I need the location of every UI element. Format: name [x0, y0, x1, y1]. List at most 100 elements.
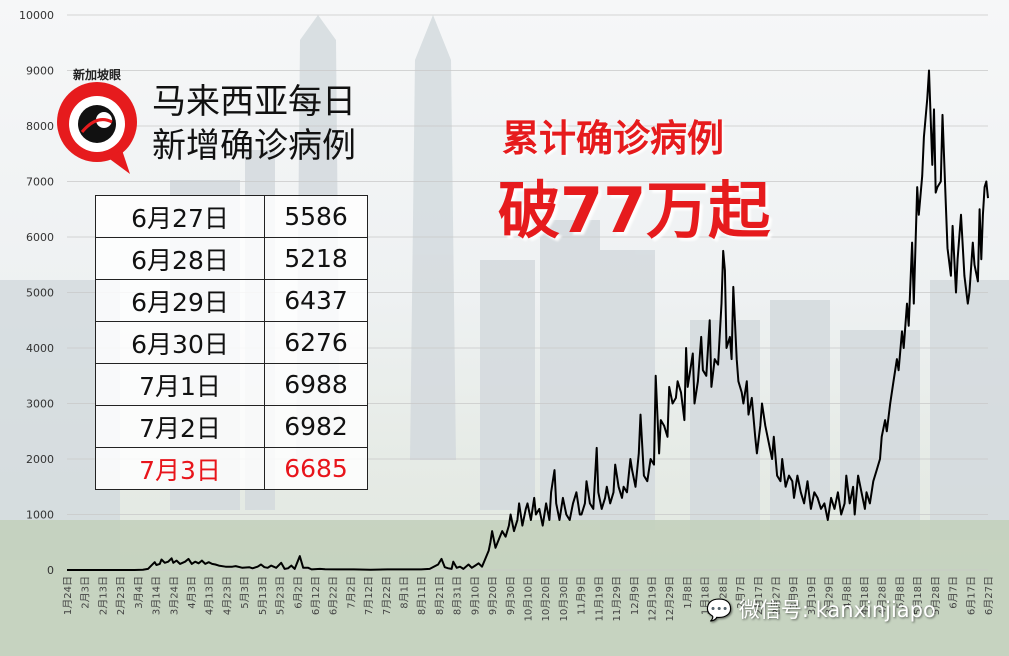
cases-cell: 6276	[264, 321, 368, 364]
x-tick-label: 4月8日	[841, 576, 853, 609]
table-row: 6月28日 5218	[95, 237, 368, 280]
x-tick-label: 1月8日	[682, 576, 694, 609]
date-cell: 7月2日	[95, 405, 265, 448]
date-cell: 6月30日	[95, 321, 265, 364]
x-tick-label: 7月2日	[345, 576, 357, 609]
x-tick-label: 5月13日	[257, 576, 269, 615]
table-row: 6月27日 5586	[95, 195, 368, 238]
y-tick-label: 4000	[26, 342, 54, 355]
date-cell: 6月28日	[95, 237, 265, 280]
x-tick-label: 6月22日	[328, 576, 340, 615]
x-tick-label: 8月21日	[434, 576, 446, 615]
x-tick-label: 1月28日	[717, 576, 729, 615]
wechat-icon: 💬	[706, 598, 733, 622]
x-tick-label: 5月23日	[275, 576, 287, 615]
x-tick-label: 9月20日	[487, 576, 499, 615]
x-tick-label: 4月13日	[204, 576, 216, 615]
x-tick-label: 4月3日	[186, 576, 198, 609]
x-tick-label: 10月30日	[558, 576, 570, 621]
gridlines	[67, 14, 988, 571]
table-row: 6月29日 6437	[95, 279, 368, 322]
x-tick-label: 3月24日	[168, 576, 180, 615]
date-cell: 6月29日	[95, 279, 265, 322]
table-row: 7月2日 6982	[95, 405, 368, 448]
cases-cell: 6437	[264, 279, 368, 322]
x-tick-label: 10月20日	[540, 576, 552, 621]
x-tick-label: 8月1日	[399, 576, 411, 609]
x-tick-label: 11月19日	[593, 576, 605, 621]
y-tick-label: 2000	[26, 453, 54, 466]
x-tick-label: 2月23日	[115, 576, 127, 615]
x-tick-label: 3月29日	[824, 576, 836, 615]
x-axis-ticks: 1月24日 2月3日 2月13日 2月23日 3月4日 3月14日 3月24日 4月3日 4月1…	[62, 576, 995, 621]
x-tick-label: 6月17日	[965, 576, 977, 615]
x-tick-label: 3月9日	[788, 576, 800, 609]
x-tick-label: 8月31日	[452, 576, 464, 615]
cases-cell: 5218	[264, 237, 368, 280]
logo-text: 新加坡眼	[72, 68, 121, 82]
table-row-highlight: 7月3日 6685	[95, 447, 368, 490]
x-tick-label: 7月22日	[381, 576, 393, 615]
x-tick-label: 2月27日	[770, 576, 782, 615]
x-tick-label: 5月8日	[894, 576, 906, 609]
headline-line2: 新增确诊病例	[152, 126, 356, 166]
x-tick-label: 4月28日	[877, 576, 889, 615]
x-tick-label: 2月13日	[97, 576, 109, 615]
x-tick-label: 3月14日	[151, 576, 163, 615]
x-tick-label: 6月27日	[983, 576, 995, 615]
date-cell: 7月3日	[95, 447, 265, 490]
x-tick-label: 5月3日	[239, 576, 251, 609]
x-tick-label: 5月18日	[912, 576, 924, 615]
cases-cell: 6988	[264, 363, 368, 406]
x-tick-label: 5月28日	[930, 576, 942, 615]
x-tick-label: 11月29日	[611, 576, 623, 621]
cases-cell: 6982	[264, 405, 368, 448]
y-axis-ticks: 0 1000 2000 3000 4000 5000 6000 7000 8000 9000 100…	[19, 9, 54, 577]
headline-line1: 马来西亚每日	[152, 82, 356, 122]
table-row: 6月30日 6276	[95, 321, 368, 364]
cases-cell: 6685	[264, 447, 368, 490]
date-cell: 7月1日	[95, 363, 265, 406]
x-tick-label: 10月10日	[523, 576, 535, 621]
series-line-daily-cases	[67, 69, 989, 571]
x-tick-label: 1月18日	[700, 576, 712, 615]
x-tick-label: 9月30日	[505, 576, 517, 615]
y-tick-label: 10000	[19, 9, 54, 22]
y-tick-label: 0	[47, 564, 54, 577]
y-tick-label: 9000	[26, 65, 54, 78]
y-tick-label: 8000	[26, 120, 54, 133]
x-tick-label: 7月12日	[363, 576, 375, 615]
xinjiapoyan-logo	[57, 82, 137, 174]
x-tick-label: 2月17日	[753, 576, 765, 615]
x-tick-label: 1月24日	[62, 576, 74, 615]
wechat-watermark: 💬 微信号: kanxinjiapo	[706, 594, 936, 624]
x-tick-label: 4月18日	[859, 576, 871, 615]
cases-cell: 5586	[264, 195, 368, 238]
y-tick-label: 5000	[26, 287, 54, 300]
x-tick-label: 9月10日	[469, 576, 481, 615]
headline: 马来西亚每日 新增确诊病例	[152, 80, 356, 168]
x-tick-label: 6月7日	[948, 576, 960, 609]
y-tick-label: 6000	[26, 231, 54, 244]
x-tick-label: 6月2日	[292, 576, 304, 609]
date-cell: 6月27日	[95, 195, 265, 238]
x-tick-label: 12月29日	[664, 576, 676, 621]
watermark-text: 微信号: kanxinjiapo	[738, 598, 936, 622]
daily-cases-table: 6月27日 5586 6月28日 5218 6月29日 6437 6月30日 6…	[95, 195, 368, 490]
y-tick-label: 7000	[26, 176, 54, 189]
x-tick-label: 12月19日	[646, 576, 658, 621]
y-tick-label: 3000	[26, 398, 54, 411]
y-tick-label: 1000	[26, 509, 54, 522]
x-tick-label: 3月4日	[133, 576, 145, 609]
x-tick-label: 12月9日	[629, 576, 641, 615]
table-row: 7月1日 6988	[95, 363, 368, 406]
x-tick-label: 6月12日	[310, 576, 322, 615]
x-tick-label: 11月9日	[576, 576, 588, 615]
x-tick-label: 2月3日	[80, 576, 92, 609]
x-tick-label: 3月19日	[806, 576, 818, 615]
x-tick-label: 8月11日	[416, 576, 428, 615]
x-tick-label: 4月23日	[221, 576, 233, 615]
cumulative-cases-label: 累计确诊病例	[502, 117, 724, 160]
cumulative-cases-value: 破77万起	[498, 174, 771, 247]
